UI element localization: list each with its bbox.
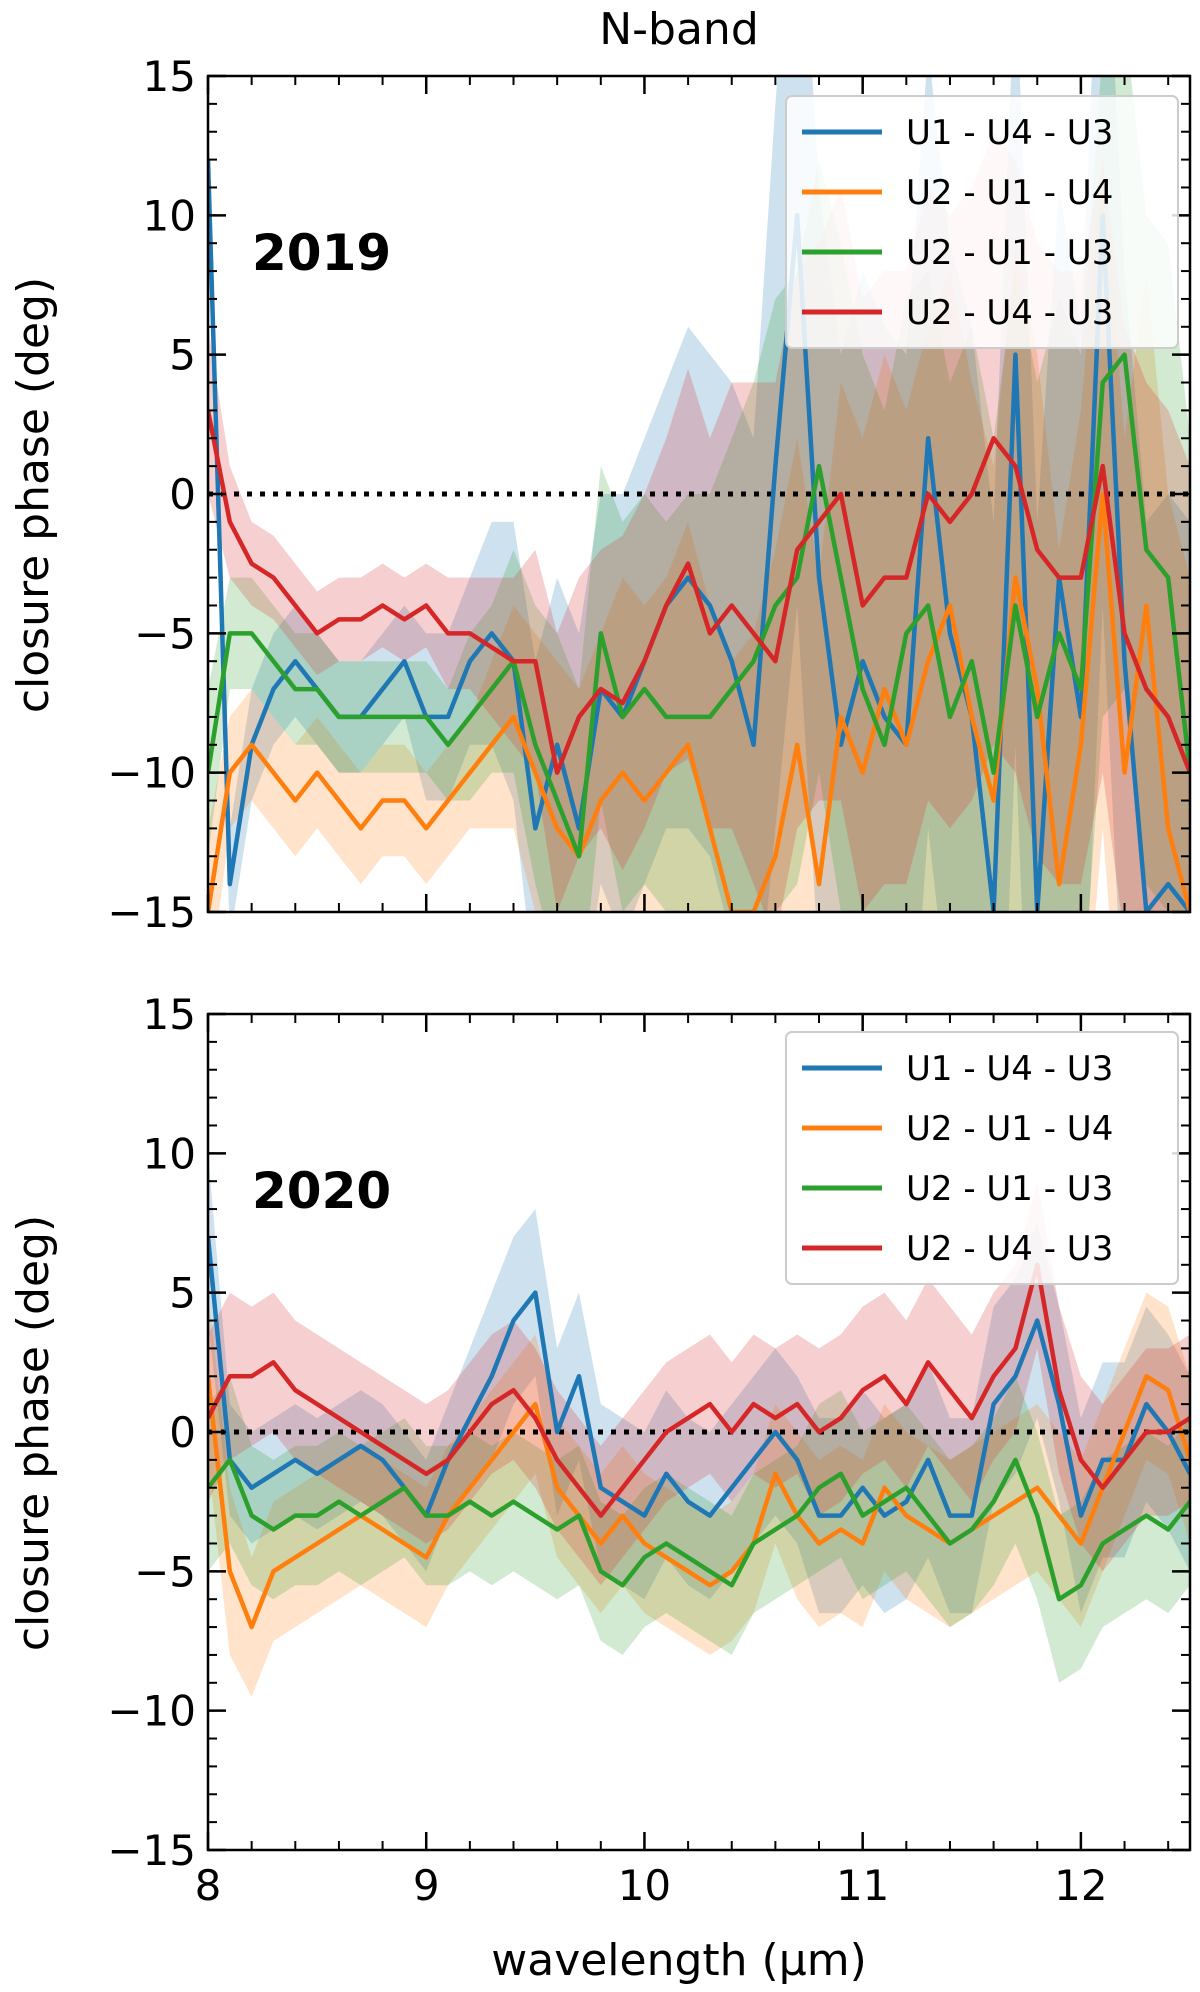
y-tick-label: −10 [107,749,196,798]
y-tick-label: 0 [169,470,196,519]
legend: U1 - U4 - U3 U2 - U1 - U4 U2 - U1 - U3 U2 -… [785,1031,1179,1285]
legend-box [785,1031,1179,1285]
series-line [208,1236,1190,1518]
x-axis-label: wavelength (μm) [491,1935,866,1986]
x-tick-label: 12 [1054,1861,1107,1910]
y-tick-label: 10 [143,1129,196,1178]
y-tick-label: 5 [169,1269,196,1318]
series-line [208,1374,1190,1630]
panel-2020: 8 9 10 11 12 −15 −10 −5 0 5 10 15 2020 U1 - U4 - U3 U2… [107,990,1192,1910]
y-tick-label: −5 [134,1547,196,1596]
legend: U1 - U4 - U3 U2 - U1 - U4 U2 - U1 - U3 U2 -… [785,95,1179,349]
legend-entry: U2 - U1 - U4 [906,1109,1113,1149]
y-tick-label: 15 [143,990,196,1039]
series-line [208,1457,1190,1602]
uncertainty-band [208,1181,1190,1586]
y-tick-label: −10 [107,1687,196,1736]
figure-title: N-band [599,4,759,55]
y-tick-label: −5 [134,609,196,658]
legend-entry: U2 - U1 - U3 [906,1169,1113,1209]
y-tick-label: −15 [107,888,196,937]
x-tick-label: 11 [836,1861,889,1910]
x-tick-label: 10 [618,1861,671,1910]
legend-entry: U2 - U1 - U3 [906,233,1113,273]
legend-entry: U1 - U4 - U3 [906,113,1113,153]
panel-2019: −15 −10 −5 0 5 10 15 2019 U1 - U4 - U3 U2 - U1 - … [107,52,1192,937]
legend-entry: U2 - U4 - U3 [906,293,1113,333]
panel-year-label: 2020 [252,1162,391,1220]
y-tick-label: 15 [143,52,196,101]
y-axis-label-2019: closure phase (deg) [8,277,59,713]
legend-entry: U2 - U4 - U3 [906,1229,1113,1269]
series-line [208,491,1190,912]
uncertainty-band [208,1292,1190,1697]
y-axis-label-2020: closure phase (deg) [8,1215,59,1651]
series-line [208,352,1190,859]
legend-entry: U1 - U4 - U3 [906,1049,1113,1089]
series-line [208,409,1190,775]
panel-year-label: 2019 [252,224,391,282]
y-tick-label: 0 [169,1408,196,1457]
legend-box [785,95,1179,349]
y-tick-label: 5 [169,331,196,380]
legend-entry: U2 - U1 - U4 [906,173,1113,213]
plot-area [208,1153,1190,1697]
y-tick-label: −15 [107,1826,196,1875]
y-tick-label: 10 [143,191,196,240]
x-tick-label: 8 [195,1861,222,1910]
x-tick-label: 9 [413,1861,440,1910]
series-line [208,1262,1190,1518]
